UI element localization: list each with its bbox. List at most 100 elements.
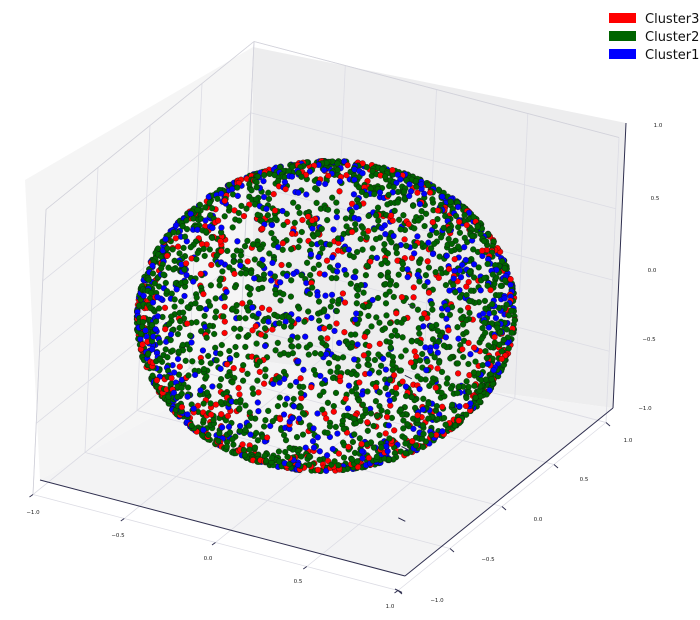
point-cluster2-1017 [431, 354, 438, 361]
point-cluster1-2455 [255, 310, 262, 317]
point-cluster2-2602 [355, 286, 362, 293]
point-cluster2-2786 [402, 440, 409, 447]
point-cluster1-2715 [443, 315, 450, 322]
point-cluster2-2711 [438, 312, 446, 319]
point-cluster2-1947 [237, 252, 245, 259]
grid-line-back-x-4 [605, 137, 620, 423]
point-cluster1-2869 [427, 347, 434, 354]
point-cluster2-2440 [467, 287, 475, 294]
point-cluster2-2228 [189, 358, 196, 365]
pane-edge-top-back [253, 41, 620, 138]
point-cluster2-2181 [431, 240, 438, 247]
point-cluster2-492 [425, 264, 432, 271]
point-cluster2-1618 [363, 192, 370, 199]
point-cluster2-2704 [333, 308, 340, 315]
x-tick-4 [394, 590, 399, 594]
point-cluster2-1968 [184, 304, 191, 311]
point-cluster2-147 [354, 248, 361, 256]
point-cluster2-2141 [489, 271, 496, 278]
point-cluster2-1407 [265, 195, 273, 203]
point-cluster3-2979 [342, 395, 349, 402]
point-cluster2-2381 [298, 272, 305, 279]
point-cluster2-101 [343, 223, 350, 230]
point-cluster2-1535 [376, 432, 383, 439]
point-cluster2-2792 [449, 401, 456, 408]
point-cluster2-2634 [478, 335, 485, 342]
point-cluster2-864 [266, 170, 273, 177]
point-cluster2-2538 [306, 290, 313, 298]
point-cluster1-1673 [149, 346, 156, 353]
point-cluster2-1985 [226, 264, 233, 271]
point-cluster2-2599 [240, 362, 247, 369]
point-cluster2-1581 [230, 441, 237, 448]
point-cluster3-2020 [168, 375, 175, 382]
point-cluster2-1852 [434, 216, 441, 223]
point-cluster2-2693 [412, 442, 419, 449]
point-cluster2-2756 [418, 315, 425, 322]
point-cluster3-1701 [153, 377, 160, 384]
point-cluster2-1952 [167, 337, 174, 344]
point-cluster2-2645 [335, 462, 342, 469]
point-cluster3-2859 [345, 443, 352, 450]
point-cluster3-2120 [176, 363, 183, 370]
point-cluster2-955 [435, 186, 442, 193]
y-tick-label-0: −1.0 [430, 598, 444, 604]
point-cluster2-2458 [482, 305, 489, 312]
point-cluster1-1443 [385, 422, 392, 429]
point-cluster2-2025 [318, 225, 325, 232]
point-cluster2-1456 [147, 305, 154, 312]
point-cluster1-2530 [485, 324, 492, 331]
point-cluster2-2472 [422, 272, 429, 279]
z-tick-3 [404, 374, 413, 380]
point-cluster1-1778 [268, 221, 276, 229]
point-cluster2-2901 [387, 344, 394, 351]
point-cluster2-145 [357, 235, 364, 243]
point-cluster2-1602 [371, 191, 378, 198]
point-cluster2-2239 [481, 274, 488, 282]
point-cluster2-2593 [306, 461, 313, 468]
point-cluster1-1469 [142, 327, 149, 334]
point-cluster1-2316 [411, 250, 418, 257]
point-cluster1-2586 [322, 292, 329, 299]
point-cluster2-495 [174, 331, 181, 338]
point-cluster2-736 [456, 229, 463, 236]
point-cluster3-2776 [409, 438, 416, 445]
point-cluster2-1856 [291, 219, 298, 226]
point-cluster2-2933 [319, 406, 326, 413]
point-cluster1-1224 [202, 217, 209, 224]
point-cluster2-1445 [390, 184, 397, 191]
legend-label-cluster3: Cluster3 [645, 12, 699, 27]
point-cluster2-2897 [334, 355, 341, 362]
point-cluster1-2375 [373, 254, 380, 261]
point-cluster1-2339 [456, 267, 463, 274]
point-cluster1-1258 [397, 176, 404, 183]
point-cluster1-2948 [416, 386, 423, 393]
point-cluster3-1705 [434, 207, 441, 214]
point-cluster3-1771 [259, 225, 266, 232]
point-cluster2-614 [445, 235, 452, 243]
point-cluster2-2550 [481, 319, 488, 326]
point-cluster1-1257 [225, 423, 233, 430]
point-cluster1-1391 [322, 180, 329, 188]
point-cluster2-103 [219, 268, 226, 275]
point-cluster3-833 [411, 348, 418, 355]
point-cluster1-1058 [149, 262, 156, 269]
point-cluster2-1530 [479, 362, 486, 369]
point-cluster1-872 [471, 261, 478, 268]
z-tick-label-2: 0.0 [648, 268, 657, 274]
point-cluster3-2444 [212, 401, 220, 408]
point-cluster2-1984 [396, 216, 403, 223]
point-cluster3-441 [161, 304, 169, 311]
point-cluster2-2746 [289, 343, 296, 350]
point-cluster2-1876 [268, 230, 275, 237]
point-cluster3-159 [197, 270, 204, 277]
point-cluster1-2431 [450, 275, 457, 282]
point-cluster2-2651 [253, 429, 260, 436]
point-cluster1-787 [366, 370, 373, 377]
point-cluster3-2662 [410, 294, 417, 301]
point-cluster2-2613 [315, 298, 323, 305]
point-cluster2-1915 [511, 317, 518, 324]
point-cluster2-2998 [359, 401, 366, 408]
point-cluster2-2737 [262, 417, 269, 424]
point-cluster2-2628 [482, 348, 489, 355]
